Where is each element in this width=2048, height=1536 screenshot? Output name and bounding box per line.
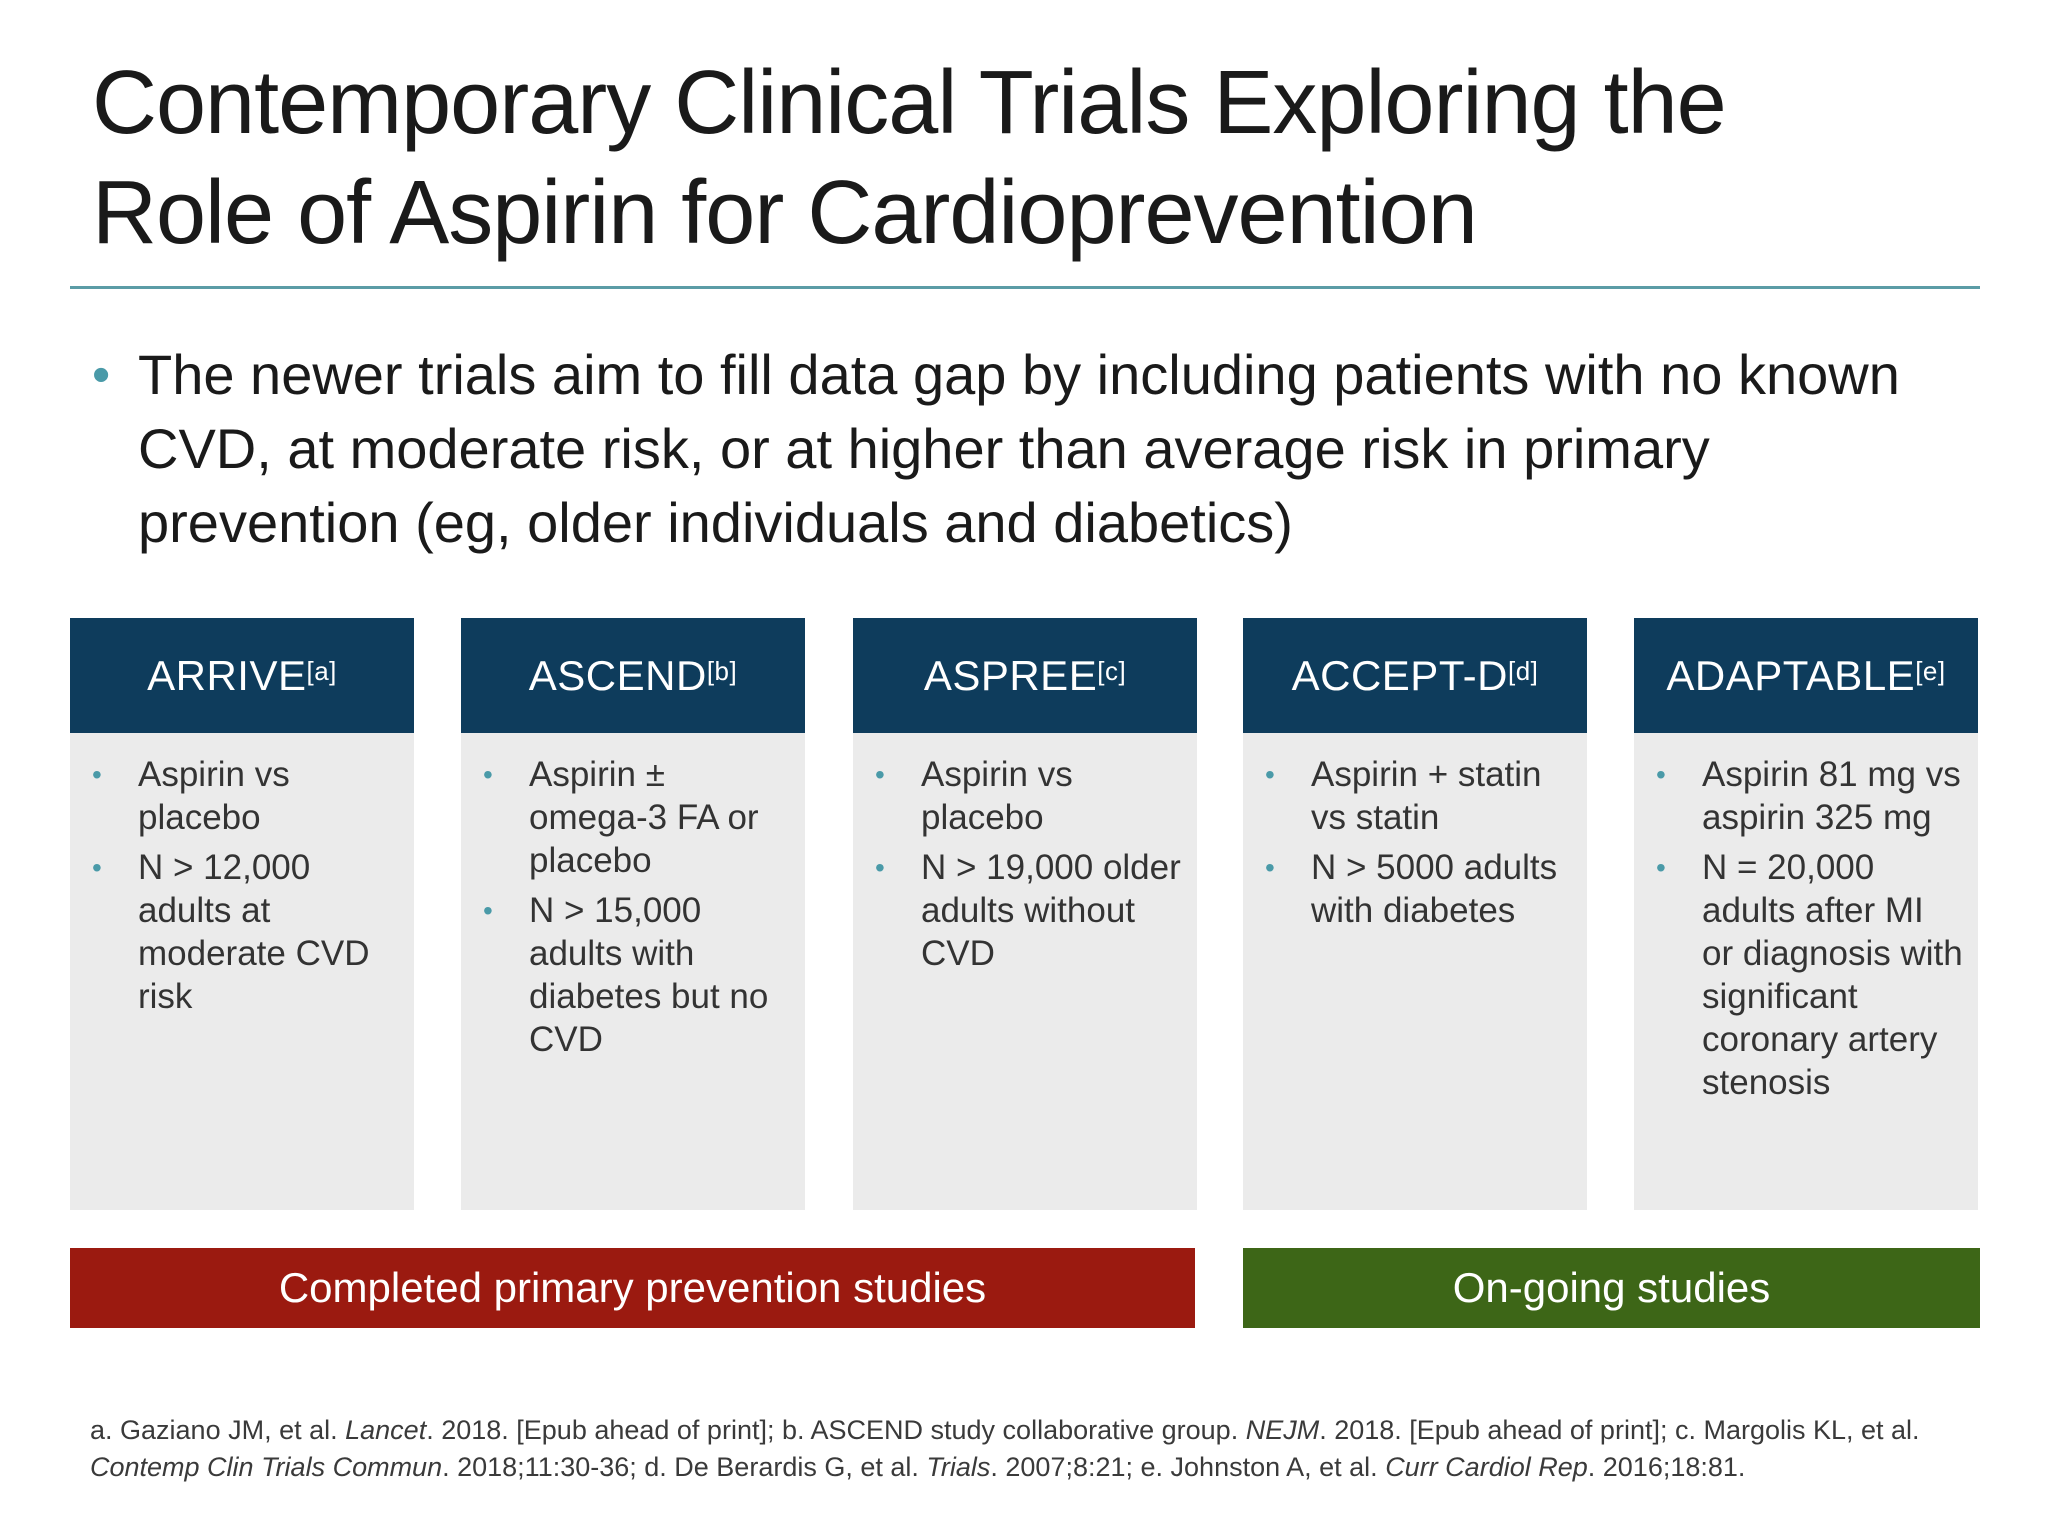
trial-ref: [e]: [1915, 656, 1946, 686]
ref-journal: NEJM: [1245, 1415, 1320, 1445]
trial-card-accept-d: ACCEPT-D [d] • Aspirin + statin vs statin …: [1243, 618, 1587, 1210]
bullet-dot-icon: •: [1265, 852, 1275, 883]
trial-header: ASCEND [b]: [461, 618, 805, 733]
ref-text: . 2016;18:81.: [1587, 1452, 1746, 1482]
trial-bullet: • N = 20,000 adults after MI or diagnosis…: [1656, 846, 1964, 1104]
slide-title-line-1: Contemporary Clinical Trials Exploring t…: [92, 53, 1727, 153]
bullet-dot-icon: •: [92, 346, 111, 404]
trial-name: ASPREE: [923, 651, 1098, 699]
ref-journal: Curr Cardiol Rep: [1385, 1452, 1588, 1482]
trial-bullet: • Aspirin + statin vs statin: [1265, 753, 1573, 839]
ongoing-studies-label: On-going studies: [1452, 1264, 1771, 1311]
ref-text: . 2018. [Epub ahead of print]; b. ASCEND…: [426, 1415, 1246, 1445]
trial-card-arrive: ARRIVE [a] • Aspirin vs placebo • N > 12,00…: [70, 618, 414, 1210]
ref-text: a. Gaziano JM, et al.: [90, 1415, 346, 1445]
completed-studies-label: Completed primary prevention studies: [278, 1264, 987, 1311]
trial-bullet-text: Aspirin ± omega-3 FA or placebo: [529, 755, 759, 880]
trial-name: ARRIVE: [147, 651, 307, 699]
trial-bullet-text: N = 20,000 adults after MI or diagnosis …: [1702, 848, 1963, 1102]
trial-name: ADAPTABLE: [1666, 651, 1916, 699]
trial-card-adaptable: ADAPTABLE [e] • Aspirin 81 mg vs aspirin 3…: [1634, 618, 1978, 1210]
trial-name: ACCEPT-D: [1291, 651, 1508, 699]
trial-bullet: • N > 19,000 older adults without CVD: [875, 846, 1183, 975]
ref-journal: Contemp Clin Trials Commun: [90, 1452, 443, 1482]
trial-ref: [a]: [306, 656, 337, 686]
trial-bullet-text: Aspirin vs placebo: [138, 755, 290, 837]
trial-bullets: • Aspirin ± omega-3 FA or placebo • N > 15…: [461, 733, 805, 1061]
trial-ref: [d]: [1507, 656, 1539, 686]
trial-bullet-text: N > 12,000 adults at moderate CVD risk: [138, 848, 370, 1016]
ref-text: . 2018. [Epub ahead of print]; c. Margol…: [1319, 1415, 1920, 1445]
bullet-dot-icon: •: [92, 852, 102, 883]
trial-bullets: • Aspirin vs placebo • N > 12,000 adults a…: [70, 733, 414, 1018]
references-footnote: a. Gaziano JM, et al. Lancet. 2018. [Epu…: [90, 1412, 1970, 1486]
title-divider: [70, 286, 1980, 289]
trial-bullet: • N > 12,000 adults at moderate CVD risk: [92, 846, 400, 1018]
trial-bullet: • N > 15,000 adults with diabetes but no …: [483, 889, 791, 1061]
trial-bullet-text: N > 15,000 adults with diabetes but no C…: [529, 891, 769, 1059]
bullet-dot-icon: •: [1656, 852, 1666, 883]
trial-bullet-text: Aspirin 81 mg vs aspirin 325 mg: [1702, 755, 1961, 837]
trial-bullet-text: Aspirin + statin vs statin: [1311, 755, 1542, 837]
trial-bullet-text: N > 19,000 older adults without CVD: [921, 848, 1181, 973]
bullet-dot-icon: •: [1265, 759, 1275, 790]
trial-ref: [b]: [706, 656, 738, 686]
trial-bullet: • N > 5000 adults with diabetes: [1265, 846, 1573, 932]
trial-bullets: • Aspirin vs placebo • N > 19,000 older ad…: [853, 733, 1197, 975]
bullet-dot-icon: •: [483, 759, 493, 790]
ref-journal: Lancet: [345, 1415, 427, 1445]
trial-ref: [c]: [1097, 656, 1127, 686]
bullet-dot-icon: •: [483, 895, 493, 926]
bullet-dot-icon: •: [875, 852, 885, 883]
trial-card-ascend: ASCEND [b] • Aspirin ± omega-3 FA or place…: [461, 618, 805, 1210]
intro-bullet: • The newer trials aim to fill data gap …: [92, 338, 1952, 560]
trial-bullet: • Aspirin ± omega-3 FA or placebo: [483, 753, 791, 882]
trial-header: ARRIVE [a]: [70, 618, 414, 733]
trial-bullets: • Aspirin 81 mg vs aspirin 325 mg • N = 20…: [1634, 733, 1978, 1104]
trial-bullets: • Aspirin + statin vs statin • N > 5000 ad…: [1243, 733, 1587, 932]
trial-card-aspree: ASPREE [c] • Aspirin vs placebo • N > 19,00…: [853, 618, 1197, 1210]
trial-bullet-text: N > 5000 adults with diabetes: [1311, 848, 1558, 930]
ref-journal: Trials: [926, 1452, 991, 1482]
bullet-dot-icon: •: [92, 759, 102, 790]
bullet-dot-icon: •: [875, 759, 885, 790]
slide-title-line-2: Role of Aspirin for Cardioprevention: [92, 163, 1478, 263]
trial-bullet: • Aspirin vs placebo: [875, 753, 1183, 839]
bullet-dot-icon: •: [1656, 759, 1666, 790]
intro-text: The newer trials aim to fill data gap by…: [138, 343, 1900, 554]
ref-text: . 2007;8:21; e. Johnston A, et al.: [990, 1452, 1386, 1482]
ongoing-studies-banner: On-going studies: [1243, 1248, 1980, 1328]
trial-bullet: • Aspirin 81 mg vs aspirin 325 mg: [1656, 753, 1964, 839]
trial-header: ASPREE [c]: [853, 618, 1197, 733]
trial-name: ASCEND: [528, 651, 707, 699]
completed-studies-banner: Completed primary prevention studies: [70, 1248, 1195, 1328]
ref-text: . 2018;11:30-36; d. De Berardis G, et al…: [442, 1452, 927, 1482]
trial-cards: ARRIVE [a] • Aspirin vs placebo • N > 12,00…: [70, 618, 1980, 1210]
trial-bullet-text: Aspirin vs placebo: [921, 755, 1073, 837]
trial-header: ACCEPT-D [d]: [1243, 618, 1587, 733]
slide-title: Contemporary Clinical Trials Exploring t…: [92, 48, 1972, 268]
trial-bullet: • Aspirin vs placebo: [92, 753, 400, 839]
trial-header: ADAPTABLE [e]: [1634, 618, 1978, 733]
